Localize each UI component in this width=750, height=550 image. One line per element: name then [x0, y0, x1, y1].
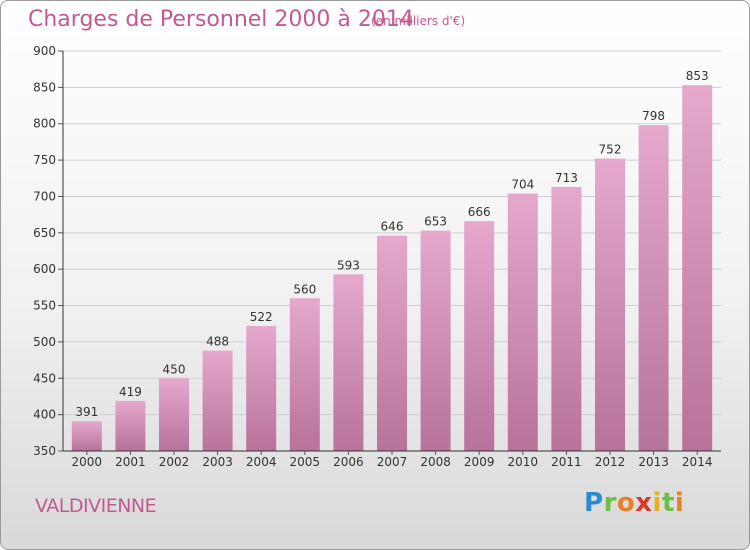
bar — [464, 221, 495, 451]
x-tick-label: 2012 — [595, 455, 626, 469]
data-label: 488 — [206, 335, 229, 349]
x-tick-label: 2010 — [508, 455, 539, 469]
bar — [595, 158, 625, 452]
chart-subtitle: (en milliers d'€) — [371, 14, 466, 28]
data-label: 593 — [337, 258, 360, 272]
data-label: 522 — [250, 310, 273, 324]
y-tick-label: 750 — [33, 153, 56, 167]
y-tick-label: 900 — [33, 44, 56, 58]
x-tick-label: 2008 — [420, 455, 451, 469]
y-tick-label: 400 — [33, 408, 56, 422]
data-label: 853 — [686, 69, 709, 83]
data-label: 713 — [555, 171, 578, 185]
bar — [333, 274, 364, 451]
bar — [420, 230, 451, 451]
bar — [377, 235, 407, 451]
y-tick-label: 350 — [33, 444, 56, 458]
bar — [289, 298, 320, 451]
data-label: 798 — [642, 109, 665, 123]
city-name: VALDIVIENNE — [35, 495, 157, 517]
data-label: 450 — [163, 362, 186, 376]
x-tick-label: 2000 — [72, 455, 103, 469]
data-label: 704 — [511, 178, 534, 192]
x-tick-label: 2011 — [551, 455, 582, 469]
bar — [159, 378, 189, 451]
y-tick-label: 450 — [33, 371, 56, 385]
bar — [638, 125, 669, 451]
bar — [202, 350, 233, 451]
proxiti-logo: Proxiti — [584, 488, 685, 518]
y-tick-label: 700 — [33, 189, 56, 203]
x-tick-label: 2014 — [682, 455, 713, 469]
x-tick-label: 2006 — [333, 455, 364, 469]
x-tick-label: 2002 — [159, 455, 190, 469]
data-label: 752 — [599, 143, 622, 157]
x-tick-label: 2003 — [202, 455, 233, 469]
data-label: 666 — [468, 205, 491, 219]
x-tick-label: 2013 — [638, 455, 669, 469]
x-tick-label: 2009 — [464, 455, 495, 469]
y-tick-label: 500 — [33, 335, 56, 349]
chart-title: Charges de Personnel 2000 à 2014 — [28, 7, 414, 32]
data-label: 560 — [293, 282, 316, 296]
y-tick-label: 800 — [33, 117, 56, 131]
x-tick-label: 2004 — [246, 455, 277, 469]
bar — [551, 187, 582, 451]
bar — [115, 400, 146, 451]
y-tick-label: 650 — [33, 226, 56, 240]
y-tick-label: 850 — [33, 80, 56, 94]
bar — [682, 85, 713, 451]
bar — [246, 325, 277, 451]
data-label: 391 — [75, 405, 98, 419]
bar — [71, 421, 102, 451]
x-tick-label: 2001 — [115, 455, 146, 469]
x-tick-label: 2005 — [290, 455, 321, 469]
y-tick-label: 600 — [33, 262, 56, 276]
bar — [507, 193, 538, 451]
y-tick-label: 550 — [33, 299, 56, 313]
data-label: 419 — [119, 385, 142, 399]
data-label: 646 — [381, 220, 404, 234]
data-label: 653 — [424, 215, 447, 229]
x-tick-label: 2007 — [377, 455, 408, 469]
